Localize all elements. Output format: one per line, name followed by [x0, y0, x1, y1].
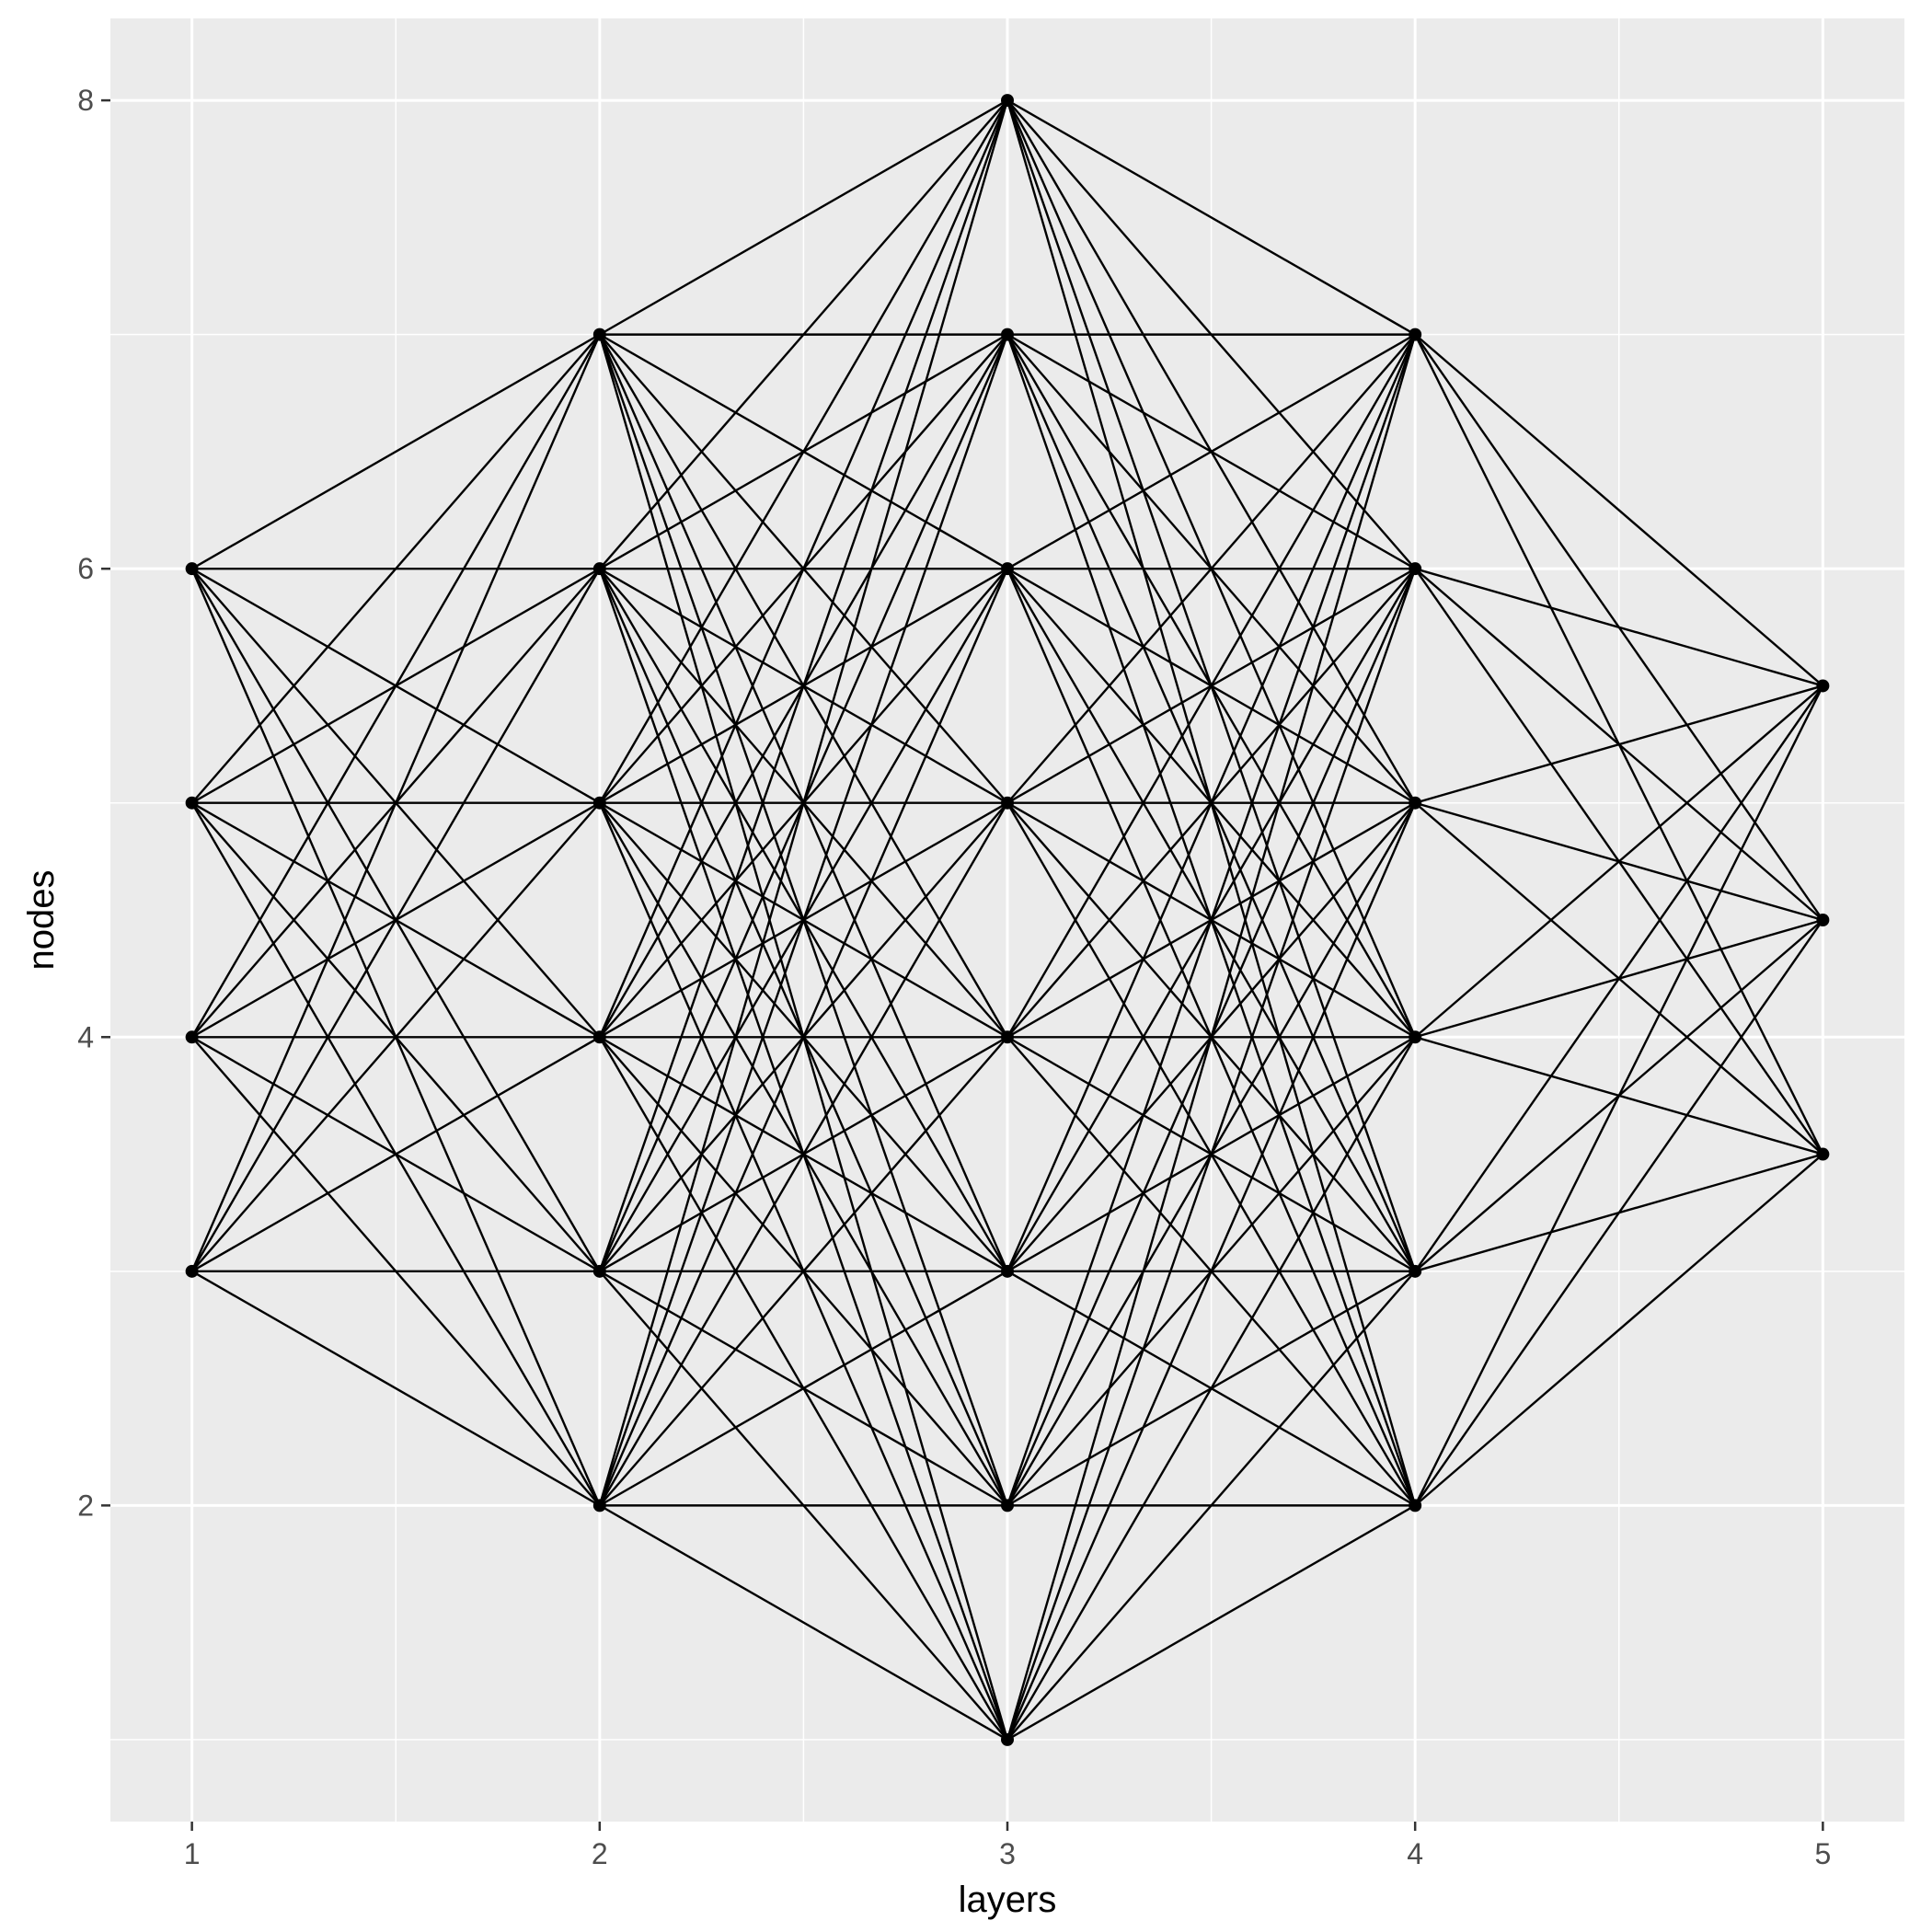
edge-line [1414, 334, 1824, 1156]
edge-line [1006, 99, 1417, 1038]
y-tick-label: 4 [77, 1020, 94, 1053]
y-tick-label: 8 [77, 84, 94, 117]
x-tick-label: 2 [592, 1837, 608, 1870]
edge-line [1006, 1270, 1416, 1507]
node-point [1816, 1147, 1830, 1161]
nodes-layer [185, 94, 1830, 1746]
node-point [592, 796, 606, 810]
edge-line [598, 334, 1009, 1038]
x-tick-label: 1 [184, 1837, 201, 1870]
node-point [592, 562, 606, 576]
node-point [1409, 562, 1422, 576]
node-point [592, 1030, 606, 1044]
node-point [1409, 1499, 1422, 1512]
node-point [1409, 328, 1422, 341]
edge-line [190, 802, 601, 1506]
node-point [592, 1499, 606, 1512]
edge-line [599, 333, 1008, 570]
edge-line [599, 99, 1008, 336]
edge-line [598, 568, 1009, 1741]
node-point [185, 796, 199, 810]
edge-line [1414, 1036, 1823, 1156]
node-point [1001, 1030, 1014, 1044]
edge-line [598, 334, 1009, 1741]
x-tick-label: 4 [1407, 1837, 1423, 1870]
node-point [1001, 94, 1014, 108]
edge-line [598, 1271, 1008, 1741]
edge-line [598, 334, 1009, 1272]
edge-line [1414, 801, 1824, 1156]
edge-line [190, 1036, 601, 1507]
edge-line [1414, 568, 1824, 1156]
edge-line [1414, 1153, 1823, 1272]
edge-line [1006, 99, 1417, 1272]
edge-line [190, 568, 601, 1039]
y-axis-title: nodes [21, 870, 62, 971]
node-point [1816, 914, 1830, 926]
x-axis: 1 2 3 4 5 [184, 1822, 1831, 1870]
node-point [1001, 562, 1014, 576]
node-point [1816, 679, 1830, 693]
edge-line [190, 568, 601, 1272]
edge-line [598, 333, 1008, 804]
edge-line [1006, 99, 1417, 804]
x-tick-label: 5 [1814, 1837, 1831, 1870]
node-point [1409, 1264, 1422, 1278]
x-tick-label: 3 [999, 1837, 1016, 1870]
node-point [1001, 328, 1014, 341]
edge-line [1006, 99, 1416, 336]
edge-line [598, 334, 1009, 1506]
node-point [592, 1264, 606, 1278]
edge-line [191, 1270, 601, 1507]
node-point [185, 1264, 199, 1278]
y-axis: 2 4 6 8 [77, 84, 110, 1522]
edge-line [191, 568, 601, 804]
node-point [1001, 796, 1014, 810]
edge-line [598, 1036, 1009, 1741]
edges-layer [190, 99, 1824, 1741]
edge-line [598, 802, 1009, 1741]
edge-line [1006, 1504, 1416, 1741]
node-point [1409, 1030, 1422, 1044]
edge-line [1414, 333, 1824, 921]
y-tick-label: 2 [77, 1489, 94, 1522]
edge-line [191, 333, 601, 570]
edge-line [1006, 802, 1417, 1506]
edge-line [1006, 99, 1417, 569]
edge-line [190, 568, 601, 1506]
node-point [1001, 1732, 1014, 1746]
edge-line [1006, 334, 1417, 1506]
node-point [185, 562, 199, 576]
node-point [1001, 1264, 1014, 1278]
node-point [1001, 1499, 1014, 1512]
x-axis-title: layers [959, 1880, 1057, 1920]
edge-line [1006, 99, 1417, 1506]
node-point [185, 1030, 199, 1044]
y-tick-label: 6 [77, 552, 94, 585]
edge-line [1414, 1153, 1824, 1507]
edge-line [1006, 1036, 1417, 1507]
node-point [592, 328, 606, 341]
edge-line [1006, 568, 1417, 1506]
node-point [1409, 796, 1422, 810]
edge-line [599, 1504, 1008, 1741]
edge-line [1414, 333, 1824, 687]
